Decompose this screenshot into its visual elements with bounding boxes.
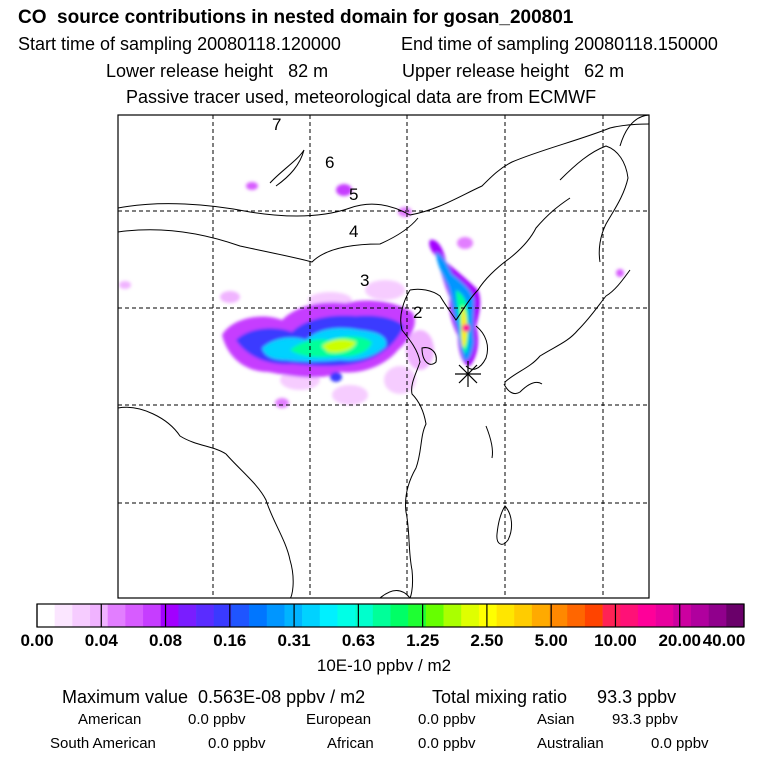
colorbar-swatch <box>125 604 144 627</box>
total-mixing-ratio-label: Total mixing ratio 93.3 ppbv <box>432 687 677 707</box>
colorbar-tick-label: 2.50 <box>470 631 504 650</box>
colorbar-swatch <box>602 604 621 627</box>
colorbar-swatch <box>655 604 674 627</box>
african-label: African <box>327 735 374 752</box>
colorbar-tick-label: 20.00 <box>658 631 701 650</box>
map-frame <box>117 114 650 599</box>
colorbar-swatch <box>72 604 91 627</box>
colorbar-tick-label: 5.00 <box>534 631 568 650</box>
colorbar-swatch <box>178 604 197 627</box>
colorbar-swatch <box>284 604 303 627</box>
colorbar-tick-label: 0.08 <box>148 631 183 650</box>
colorbar-swatch <box>213 604 232 627</box>
asian-value: 93.3 ppbv <box>612 711 678 728</box>
colorbar-tick-label: 0.31 <box>277 631 311 650</box>
colorbar-swatch <box>708 604 727 627</box>
colorbar-frame <box>36 603 745 628</box>
african-value: 0.0 ppbv <box>418 735 476 752</box>
plot-title: CO source contributions in nested domain… <box>18 7 574 28</box>
south-american-label: South American <box>50 735 156 752</box>
colorbar-swatch <box>673 604 692 627</box>
south-american-value: 0.0 ppbv <box>208 735 266 752</box>
american-value: 0.0 ppbv <box>188 711 246 728</box>
colorbar-swatch <box>584 604 603 627</box>
colorbar-swatch <box>496 604 515 627</box>
colorbar-swatch <box>337 604 356 627</box>
day-label-6: 6 <box>325 153 334 172</box>
maximum-value-label: Maximum value 0.563E-08 ppbv / m2 <box>62 687 366 707</box>
colorbar-swatch <box>302 604 321 627</box>
colorbar-swatch <box>549 604 568 627</box>
colorbar-swatch <box>690 604 709 627</box>
colorbar-tick-label: 0.16 <box>213 631 247 650</box>
colorbar-swatch <box>637 604 656 627</box>
colorbar-tick-label: 1.25 <box>406 631 440 650</box>
colorbar-swatch <box>107 604 126 627</box>
colorbar <box>36 603 745 628</box>
colorbar-swatch <box>37 604 55 627</box>
australian-label: Australian <box>537 735 604 752</box>
colorbar-tick-label: 0.63 <box>341 631 375 650</box>
coastlines <box>118 115 649 598</box>
colorbar-swatch <box>54 604 73 627</box>
colorbar-swatch <box>143 604 162 627</box>
colorbar-swatch <box>249 604 268 627</box>
american-label: American <box>78 711 142 728</box>
asterisk-icon <box>455 361 481 387</box>
day-label-4: 4 <box>349 222 358 241</box>
day-label-5: 5 <box>349 185 358 204</box>
graticule <box>118 115 649 598</box>
colorbar-swatch <box>514 604 533 627</box>
colorbar-units-label: 10E-10 ppbv / m2 <box>316 656 452 675</box>
upper-release-height-label: Upper release height 62 m <box>402 61 625 81</box>
colorbar-swatch <box>408 604 427 627</box>
colorbar-swatch <box>461 604 480 627</box>
colorbar-swatch <box>231 604 250 627</box>
concentration-plume <box>119 182 624 408</box>
colorbar-swatch <box>531 604 550 627</box>
colorbar-swatch <box>443 604 462 627</box>
european-value: 0.0 ppbv <box>418 711 476 728</box>
colorbar-swatch <box>319 604 338 627</box>
tracer-info-label: Passive tracer used, meteorological data… <box>126 87 597 107</box>
day-label-3: 3 <box>360 271 369 290</box>
colorbar-swatch <box>726 604 745 627</box>
start-time-label: Start time of sampling 20080118.120000 <box>18 34 341 54</box>
colorbar-swatch <box>196 604 215 627</box>
colorbar-swatch <box>390 604 409 627</box>
end-time-label: End time of sampling 20080118.150000 <box>401 34 718 54</box>
colorbar-swatch <box>372 604 391 627</box>
day-label-2: 2 <box>413 303 422 322</box>
colorbar-swatch <box>478 604 497 627</box>
australian-value: 0.0 ppbv <box>651 735 709 752</box>
colorbar-swatch <box>567 604 586 627</box>
colorbar-tick-label: 40.00 <box>702 631 746 650</box>
colorbar-tick-label: 0.04 <box>84 631 118 650</box>
colorbar-swatch <box>160 604 179 627</box>
colorbar-swatch <box>90 604 109 627</box>
colorbar-swatch <box>266 604 285 627</box>
colorbar-tick-label: 10.00 <box>594 631 637 650</box>
asian-label: Asian <box>537 711 575 728</box>
european-label: European <box>306 711 372 728</box>
lower-release-height-label: Lower release height 82 m <box>106 61 329 81</box>
colorbar-swatch <box>620 604 639 627</box>
day-label-7: 7 <box>272 115 281 134</box>
colorbar-swatch <box>425 604 444 627</box>
colorbar-swatch <box>355 604 374 627</box>
colorbar-tick-label: 0.00 <box>20 631 54 650</box>
